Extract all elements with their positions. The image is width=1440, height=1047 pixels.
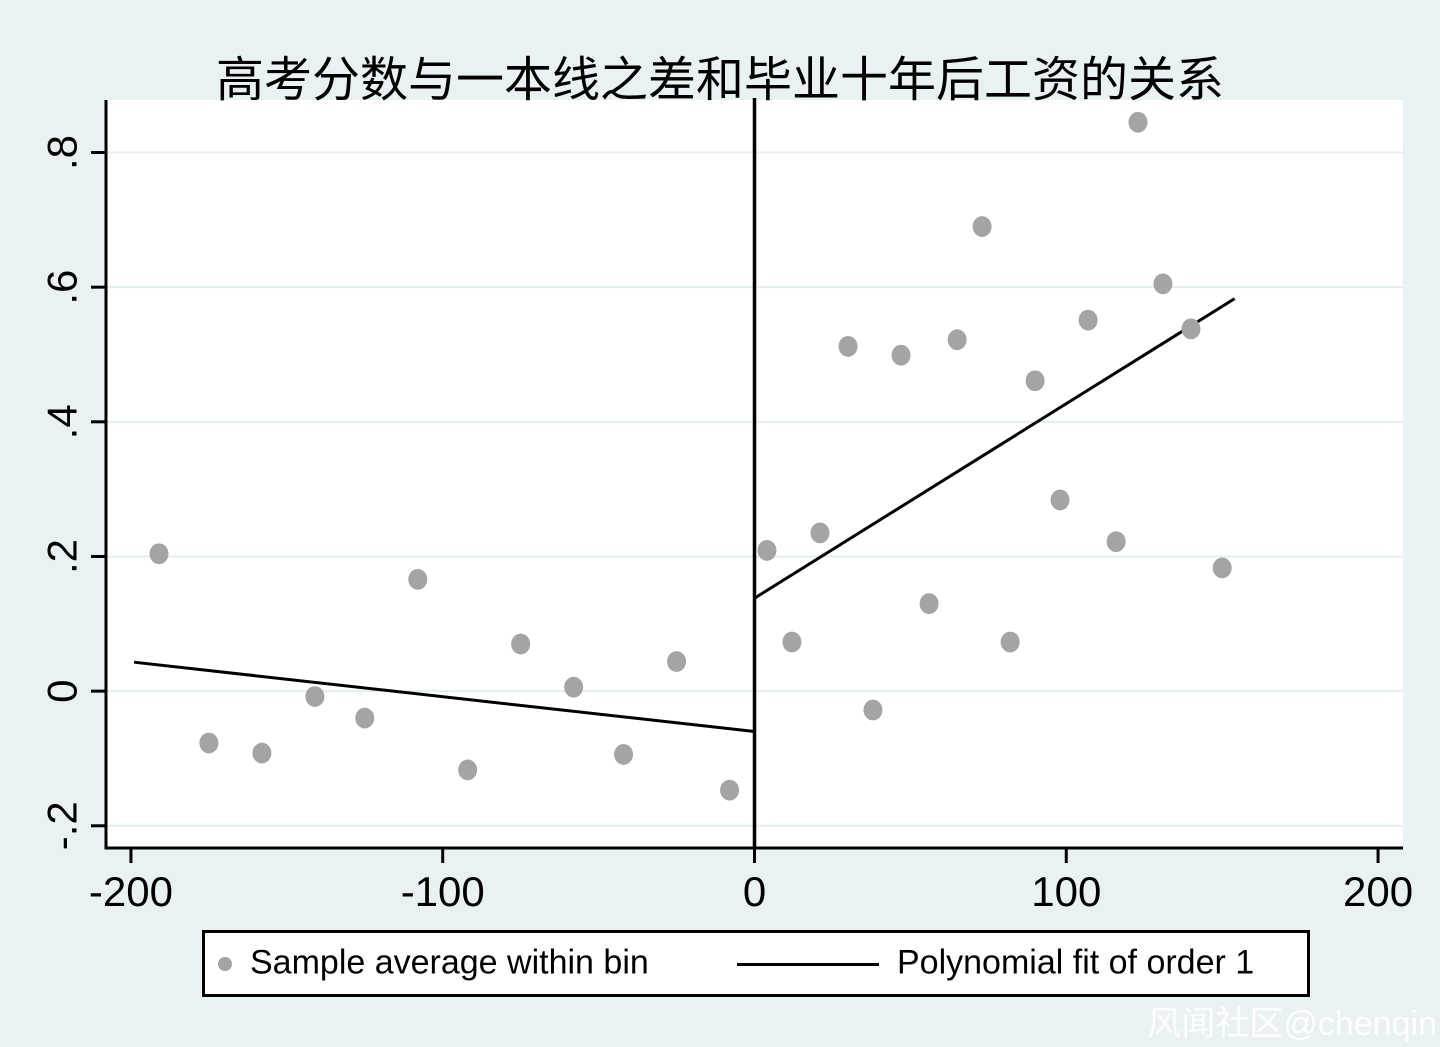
legend: Sample average within bin Polynomial fit…	[202, 930, 1310, 997]
polynomial-fit-segment	[133, 660, 755, 734]
y-tick-label: 0	[39, 679, 86, 702]
x-tick-label: -100	[401, 868, 485, 915]
y-tick-label: .8	[39, 135, 86, 170]
x-tick-label: 0	[743, 868, 766, 915]
bin-average-point	[782, 631, 802, 653]
watermark: 风闻社区@chenqin	[1147, 1005, 1437, 1043]
bin-average-point	[355, 707, 375, 729]
bin-average-point	[863, 699, 883, 721]
bin-average-point	[667, 651, 687, 672]
bin-average-point	[1025, 370, 1045, 392]
bin-average-point	[1181, 318, 1201, 340]
bin-average-point	[252, 742, 272, 764]
y-tick-label: .4	[39, 404, 86, 439]
bin-average-point	[149, 543, 169, 565]
tick-marks	[91, 151, 1380, 863]
y-tick-label: -.2	[39, 801, 86, 850]
x-tick-label: -200	[89, 868, 173, 915]
bin-average-point	[1153, 273, 1173, 295]
legend-label-scatter: Sample average within bin	[250, 943, 649, 982]
bin-average-point	[1050, 489, 1070, 511]
x-tick-label: 200	[1343, 868, 1413, 915]
bin-average-point	[1078, 309, 1098, 331]
bin-average-point	[614, 744, 634, 765]
polynomial-fit-segment	[753, 297, 1236, 600]
bin-average-point	[511, 633, 531, 655]
bin-average-point	[720, 779, 740, 801]
bin-average-point	[1000, 631, 1020, 653]
bin-average-point	[1212, 557, 1232, 579]
tick-labels: -.2 0 .2 .4 .6 .8 -200 -100 0 100 200	[39, 135, 1414, 915]
y-tick-label: .6	[39, 270, 86, 305]
bin-average-point	[919, 593, 939, 615]
scatter-marker-icon	[218, 956, 232, 971]
bin-average-point	[408, 568, 428, 590]
scatter-points	[149, 111, 1232, 801]
bin-average-point	[564, 676, 584, 698]
bin-average-point	[891, 344, 911, 366]
bin-average-point	[458, 759, 478, 781]
fit-line-icon	[737, 962, 879, 966]
legend-label-line: Polynomial fit of order 1	[897, 943, 1255, 982]
bin-average-point	[972, 216, 992, 237]
y-tick-label: .2	[39, 539, 86, 574]
bin-average-point	[947, 329, 967, 351]
bin-average-point	[1128, 111, 1148, 133]
bin-average-point	[1106, 531, 1126, 553]
fit-lines	[133, 297, 1236, 734]
bin-average-point	[305, 686, 325, 707]
bin-average-point	[757, 540, 777, 561]
chart-title: 高考分数与一本线之差和毕业十年后工资的关系	[215, 54, 1224, 107]
bin-average-point	[199, 732, 219, 754]
bin-average-point	[810, 522, 830, 544]
x-tick-label: 100	[1031, 868, 1101, 915]
bin-average-point	[838, 336, 858, 357]
